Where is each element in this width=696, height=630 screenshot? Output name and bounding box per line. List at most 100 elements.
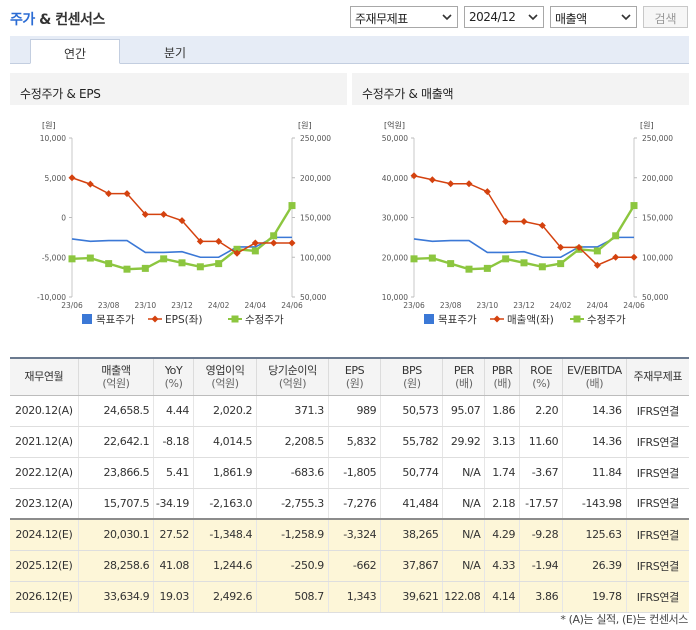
column-header: PER (배) — [442, 357, 485, 396]
column-header-unit: (배) — [493, 376, 511, 390]
legend-label-adj-price: 수정주가 — [587, 314, 626, 326]
table-cell: 2023.12(A) — [10, 488, 79, 520]
x-axis-tick-label: 23/06 — [61, 301, 83, 310]
table-row: 2020.12(A) 24,658.5 4.44 2,020.2 371.3 989 50,… — [10, 395, 689, 427]
table-row: 2021.12(A) 22,642.1 -8.18 4,014.5 2,208.5 5,8… — [10, 426, 689, 458]
series-point-adj-price — [502, 255, 510, 263]
series-point-adj-price — [447, 260, 455, 268]
series-point-adj-price — [215, 260, 223, 268]
table-cell: 39,621 — [380, 581, 443, 613]
series-point-secondary — [557, 243, 565, 251]
table-cell: -8.18 — [153, 426, 194, 458]
table-cell: N/A — [442, 488, 485, 520]
series-point-secondary — [483, 188, 491, 196]
right-axis-tick-label: 200,000 — [642, 174, 673, 183]
table-cell: 22,642.1 — [77, 426, 154, 458]
table-cell: 2,208.5 — [256, 426, 329, 458]
legend-swatch-secondary — [151, 315, 159, 323]
series-point-secondary — [178, 217, 186, 225]
series-point-adj-price — [465, 265, 473, 273]
table-cell: 5,832 — [327, 426, 381, 458]
table-cell: -9.28 — [519, 518, 563, 551]
table-cell: N/A — [442, 550, 485, 582]
search-button[interactable]: 검색 — [643, 6, 688, 28]
table-cell: 37,867 — [380, 550, 443, 582]
period-select[interactable]: 2024/12 — [464, 6, 544, 28]
series-point-secondary — [196, 237, 204, 245]
table-cell: 50,774 — [380, 457, 443, 489]
left-axis-tick-label: -5,000 — [42, 253, 66, 262]
series-point-adj-price — [251, 247, 259, 255]
table-row: 2026.12(E) 33,634.9 19.03 2,492.6 508.7 1,343… — [10, 581, 689, 613]
footnote: * (A)는 실적, (E)는 컨센서스 — [560, 613, 688, 626]
table-cell: 125.63 — [562, 518, 627, 551]
table-cell: 508.7 — [256, 581, 329, 613]
x-axis-tick-label: 24/04 — [587, 301, 609, 310]
table-cell: -7,276 — [327, 488, 381, 520]
legend-swatch-target-price — [424, 314, 434, 324]
metric-select[interactable]: 매출액 — [550, 6, 637, 28]
table-cell: 15,707.5 — [77, 488, 154, 520]
table-cell: 3.86 — [519, 581, 563, 613]
table-cell: 11.60 — [519, 426, 563, 458]
table-cell: -1,258.9 — [256, 518, 329, 551]
table-cell: 41,484 — [380, 488, 443, 520]
right-axis-tick-label: 150,000 — [642, 214, 673, 223]
left-axis-unit: [원] — [42, 121, 56, 130]
legend-swatch-target-price — [82, 314, 92, 324]
legend-label-target-price: 목표주가 — [438, 314, 477, 326]
table-cell: 2,020.2 — [192, 395, 257, 427]
column-header-unit: (억원) — [102, 376, 130, 390]
statement-type-select[interactable]: 주재무제표 — [350, 6, 458, 28]
table-cell: N/A — [442, 457, 485, 489]
table-row: 2024.12(E) 20,030.1 27.52 -1,348.4 -1,258.9-… — [10, 518, 689, 551]
column-header-label: 매출액 — [101, 363, 131, 377]
series-point-adj-price — [178, 259, 186, 267]
column-header-unit: (억원) — [278, 376, 307, 390]
table-cell: 2022.12(A) — [10, 457, 79, 489]
column-header-label: 당기순이익 — [268, 363, 317, 377]
table-cell: 26.39 — [562, 550, 627, 582]
table-cell: 1,244.6 — [192, 550, 257, 582]
series-point-adj-price — [593, 247, 601, 255]
table-cell: 20,030.1 — [77, 518, 154, 551]
left-axis-tick-label: 40,000 — [382, 174, 408, 183]
table-cell: 24,658.5 — [77, 395, 154, 427]
series-line-secondary — [71, 177, 292, 255]
table-cell: 4,014.5 — [192, 426, 257, 458]
table-cell: 14.36 — [562, 395, 627, 427]
left-axis-tick-label: 5,000 — [45, 174, 67, 183]
table-cell: -2,755.3 — [256, 488, 329, 520]
table-cell: 122.08 — [442, 581, 485, 613]
tab-quarterly[interactable]: 분기 — [163, 46, 187, 60]
x-axis-tick-label: 24/04 — [245, 301, 267, 310]
table-cell: 3.13 — [484, 426, 520, 458]
left-axis-tick-label: 10,000 — [40, 134, 66, 143]
table-cell: -250.9 — [256, 550, 329, 582]
table-cell: IFRS연결 — [625, 488, 689, 520]
series-point-secondary — [251, 239, 259, 247]
chart-title: 수정주가 & EPS — [20, 87, 101, 101]
series-point-secondary — [612, 253, 620, 261]
series-point-secondary — [105, 190, 113, 198]
x-axis-tick-label: 23/06 — [403, 301, 425, 310]
series-point-secondary — [447, 180, 455, 188]
table-cell: 989 — [327, 395, 381, 427]
right-axis-tick-label: 250,000 — [642, 134, 673, 143]
legend-swatch-adj-price — [573, 315, 581, 323]
left-axis-unit: [억원] — [384, 120, 405, 130]
table-cell: IFRS연결 — [625, 457, 689, 489]
series-point-adj-price — [288, 202, 296, 210]
left-axis-tick-label: 10,000 — [382, 293, 408, 302]
tab-annual[interactable]: 연간 — [30, 39, 120, 64]
chevron-down-icon — [620, 11, 632, 23]
table-cell: 95.07 — [442, 395, 485, 427]
series-point-secondary — [215, 237, 223, 245]
series-point-secondary — [123, 190, 131, 198]
series-point-secondary — [502, 217, 510, 225]
series-point-adj-price — [538, 263, 546, 271]
column-header-label: EV/EBITDA — [566, 363, 622, 377]
table-cell: 4.29 — [484, 518, 520, 551]
column-header-label: ROE — [530, 363, 553, 377]
table-cell: 2.20 — [519, 395, 563, 427]
